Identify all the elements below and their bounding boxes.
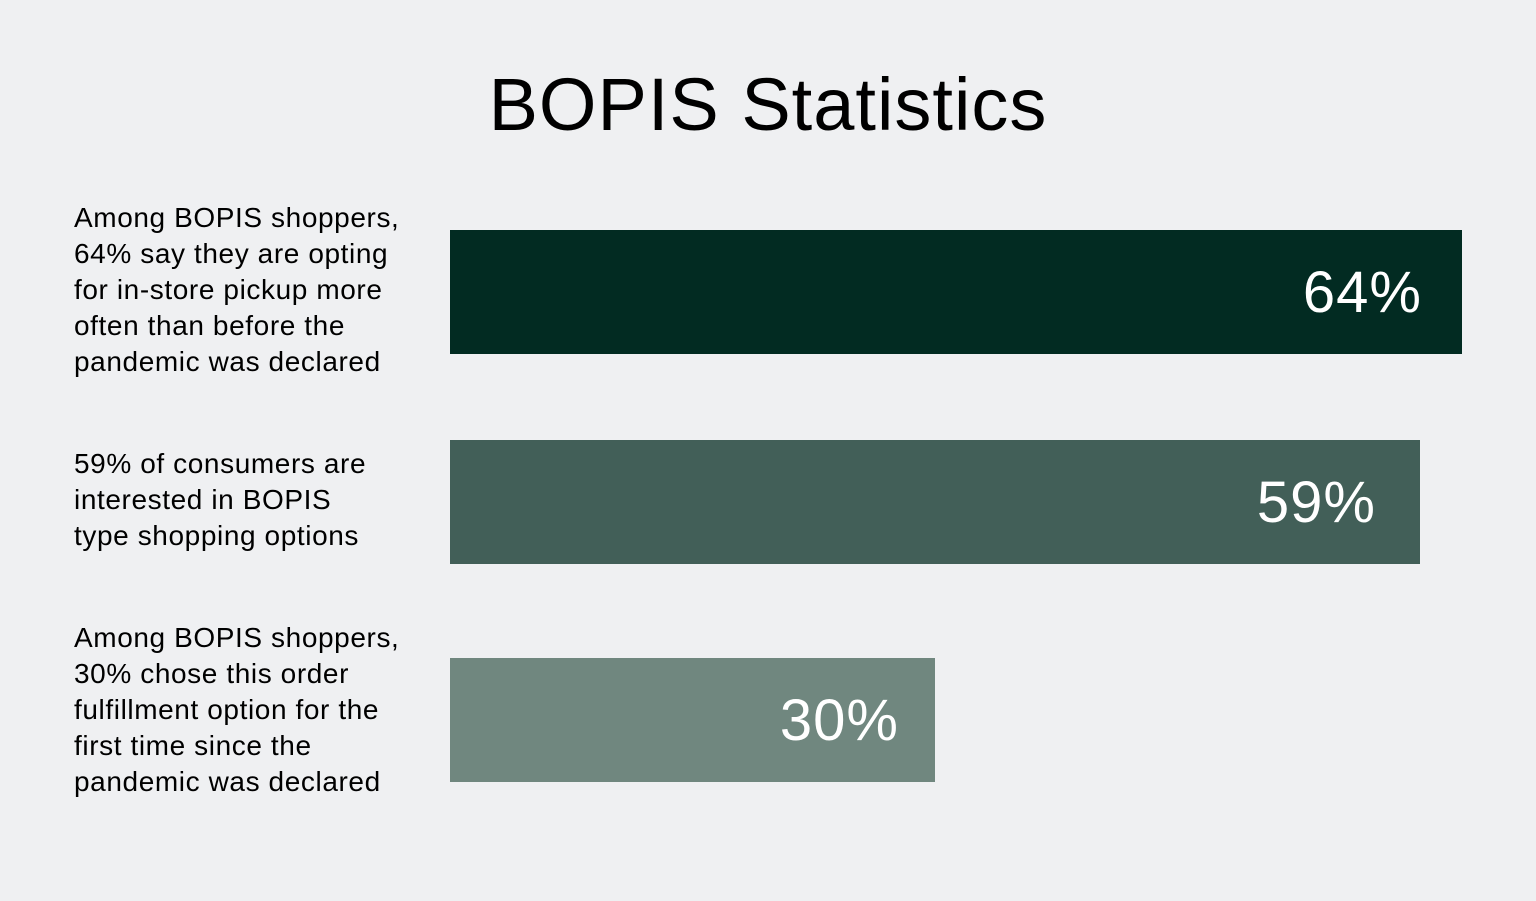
chart-title: BOPIS Statistics <box>488 63 1048 146</box>
bar-2: 59% <box>450 440 1420 564</box>
bar-label-3: Among BOPIS shoppers, 30% chose this ord… <box>74 622 400 797</box>
bar-3: 30% <box>450 658 935 782</box>
bar-value-2: 59% <box>1256 469 1376 535</box>
bar-1: 64% <box>450 230 1462 354</box>
bar-value-3: 30% <box>779 687 899 753</box>
bar-label-2: 59% of consumers are interested in BOPIS… <box>74 448 367 551</box>
bar-value-1: 64% <box>1302 259 1422 325</box>
bar-label-1: Among BOPIS shoppers, 64% say they are o… <box>74 202 400 377</box>
